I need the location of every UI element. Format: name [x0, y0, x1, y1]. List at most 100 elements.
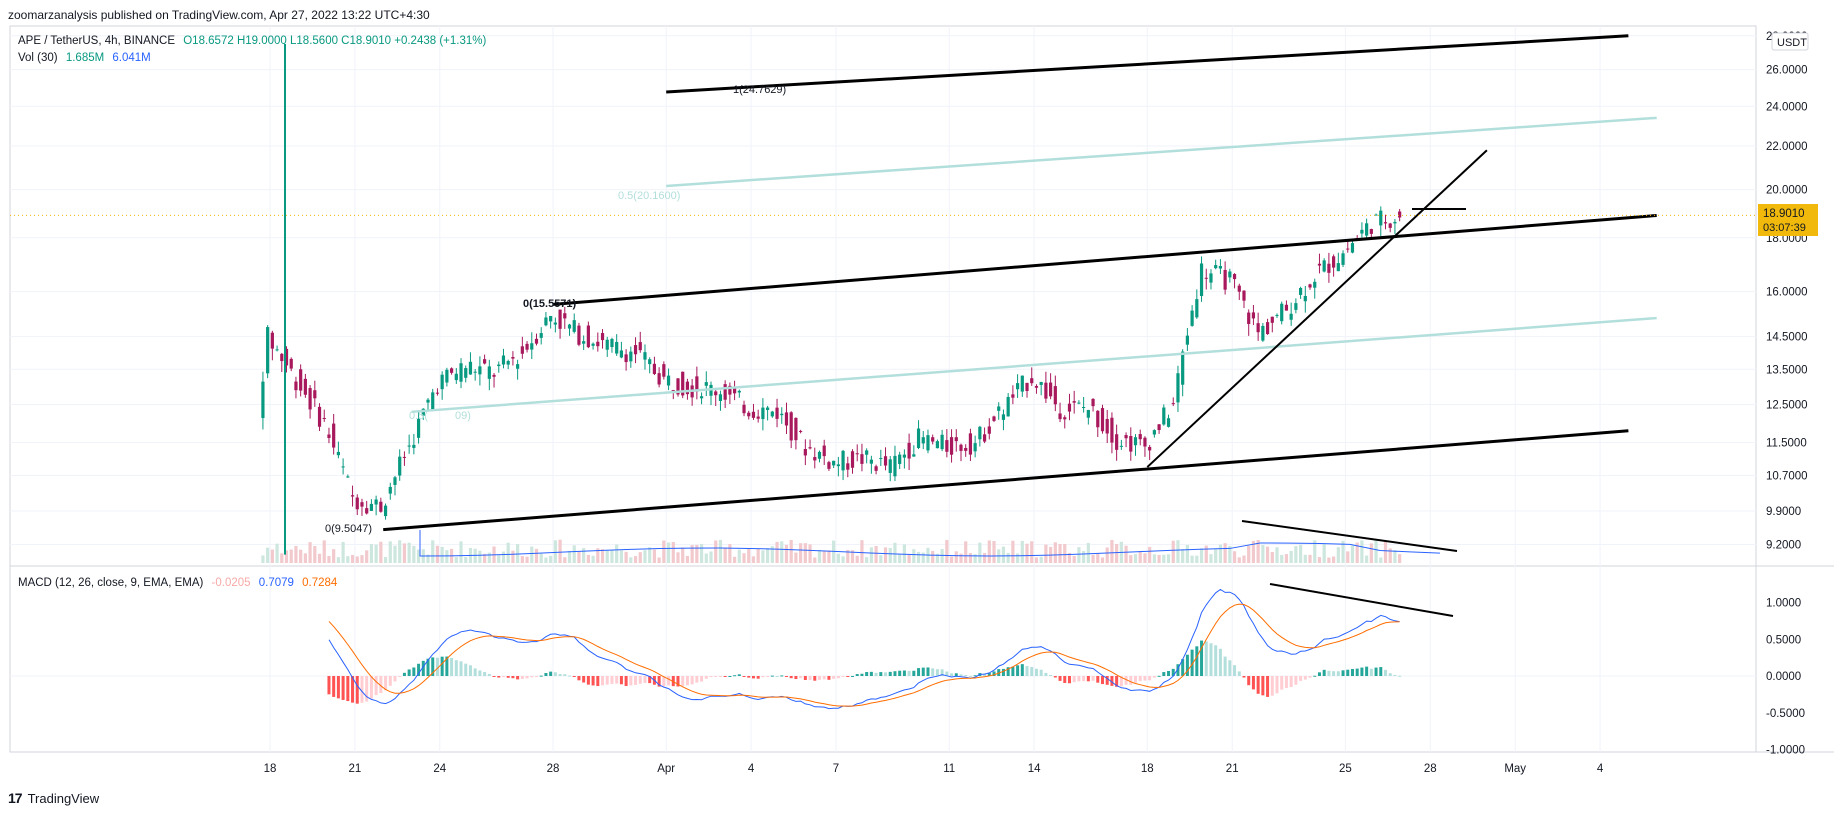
macd-hist-bar [926, 667, 930, 676]
symbol-legend: APE / TetherUS, 4h, BINANCE O18.6572 H19… [18, 35, 486, 47]
price-tick-label: 13.5000 [1766, 364, 1808, 376]
volume-bar [1327, 557, 1331, 563]
volume-bar [1218, 544, 1223, 563]
macd-hist-bar [1261, 676, 1265, 696]
channel-bottom-line[interactable] [383, 429, 1629, 532]
macd-hist-bar [591, 676, 595, 686]
fib-1-line[interactable] [666, 34, 1629, 94]
candle-body [1011, 394, 1015, 398]
candle-body [624, 354, 628, 363]
volume-bar [1171, 540, 1175, 563]
macd-hist-bar [1016, 665, 1020, 676]
fib-0.5-lower-line[interactable] [411, 316, 1657, 414]
volume-bar [1148, 546, 1152, 563]
macd-hist-bar [398, 676, 402, 677]
rising-support-line[interactable] [1146, 149, 1488, 468]
macd-hist-bar [601, 676, 605, 686]
candle-body [869, 459, 873, 464]
drawings[interactable] [10, 34, 1756, 617]
candle-body [770, 411, 774, 417]
volume-bar [1011, 540, 1015, 563]
candle-body [921, 437, 925, 444]
macd-hist-bar [1365, 666, 1369, 676]
macd-hist-bar [1157, 675, 1161, 677]
candle-body [431, 392, 435, 411]
currency-box[interactable] [1771, 32, 1809, 51]
macd-hist-bar [1044, 672, 1048, 676]
volume-bar [1166, 554, 1171, 563]
volume-bar [1346, 551, 1350, 563]
volume-bar [1313, 540, 1317, 563]
candle-body [1133, 437, 1138, 446]
candle-body [728, 385, 732, 395]
macd-hist-bar [520, 676, 524, 679]
candle-body [676, 378, 680, 395]
channel-top-line[interactable] [552, 213, 1657, 306]
macd-hist-bar [945, 671, 949, 676]
volume-label[interactable]: Vol (30) [18, 52, 58, 64]
macd-hist-bar [817, 676, 821, 680]
macd-hist-bar [1138, 676, 1142, 682]
volume-bar [1209, 554, 1213, 563]
fib-0.5-upper-line[interactable] [666, 116, 1657, 188]
symbol-name[interactable]: APE / TetherUS, 4h, BINANCE [18, 35, 176, 47]
macd-hist-bar [421, 660, 425, 676]
macd-pane[interactable] [9, 565, 1757, 753]
candle-body [346, 476, 350, 478]
price-tick-label: 22.0000 [1766, 141, 1808, 153]
macd-hist-bar [1313, 675, 1317, 677]
macd-label[interactable]: MACD (12, 26, close, 9, EMA, EMA) [18, 577, 204, 589]
volume-bar [365, 550, 369, 563]
candle-body [1261, 325, 1265, 341]
volume-bar [916, 551, 921, 563]
macd-hist-bar [1204, 641, 1208, 676]
candle-body [586, 325, 590, 348]
volume-bar [506, 542, 510, 563]
volume-bar [836, 553, 840, 563]
price-tick-label: 16.0000 [1766, 287, 1808, 299]
volume-bar [893, 542, 897, 563]
macd-hist-bar [1280, 676, 1284, 690]
volume-bar [1058, 544, 1062, 563]
candle-body [591, 343, 595, 346]
candle-body [695, 376, 699, 392]
macd-hist-bar [1091, 676, 1095, 681]
volume-bar [1265, 546, 1270, 563]
candle-body [935, 441, 940, 449]
volume-bar [992, 541, 996, 563]
volume-bar [266, 547, 270, 563]
macd-hist-bar [492, 676, 496, 677]
volume-bar [497, 555, 501, 563]
volume-bar [690, 545, 694, 563]
macd-hist-bar [671, 676, 675, 687]
volume-bar [982, 552, 987, 563]
macd-hist-bar [1237, 671, 1241, 676]
volume-bar [1077, 547, 1081, 563]
candle-body [266, 327, 270, 374]
candle-body [964, 447, 968, 451]
candle-body [1129, 435, 1133, 452]
macd-hist-bar [869, 671, 873, 676]
volume-bar [1374, 539, 1378, 563]
macd-hist-bar [718, 676, 722, 677]
candle-body [492, 374, 496, 377]
price-pane[interactable] [9, 25, 1757, 567]
volume-bar [1199, 548, 1204, 563]
volume-bar [346, 556, 350, 563]
currency-label: USDT [1777, 37, 1807, 49]
volume-bar [813, 557, 817, 563]
volume-bar [865, 557, 869, 563]
macd-hist-bar [851, 675, 855, 677]
macd-hist-bar [1209, 643, 1213, 676]
macd-hist-bar [1034, 668, 1038, 676]
volume-bar [596, 548, 600, 563]
volume-bar [648, 547, 652, 563]
macd-hist-bar [1025, 666, 1029, 676]
macd-tick-label: 1.0000 [1766, 598, 1801, 610]
volume-bar [1124, 545, 1128, 563]
macd-hist-bar [629, 676, 633, 686]
footer-brand[interactable]: 17 TradingView [8, 790, 99, 806]
volume-bar [426, 554, 430, 563]
candle-body [1001, 414, 1006, 420]
